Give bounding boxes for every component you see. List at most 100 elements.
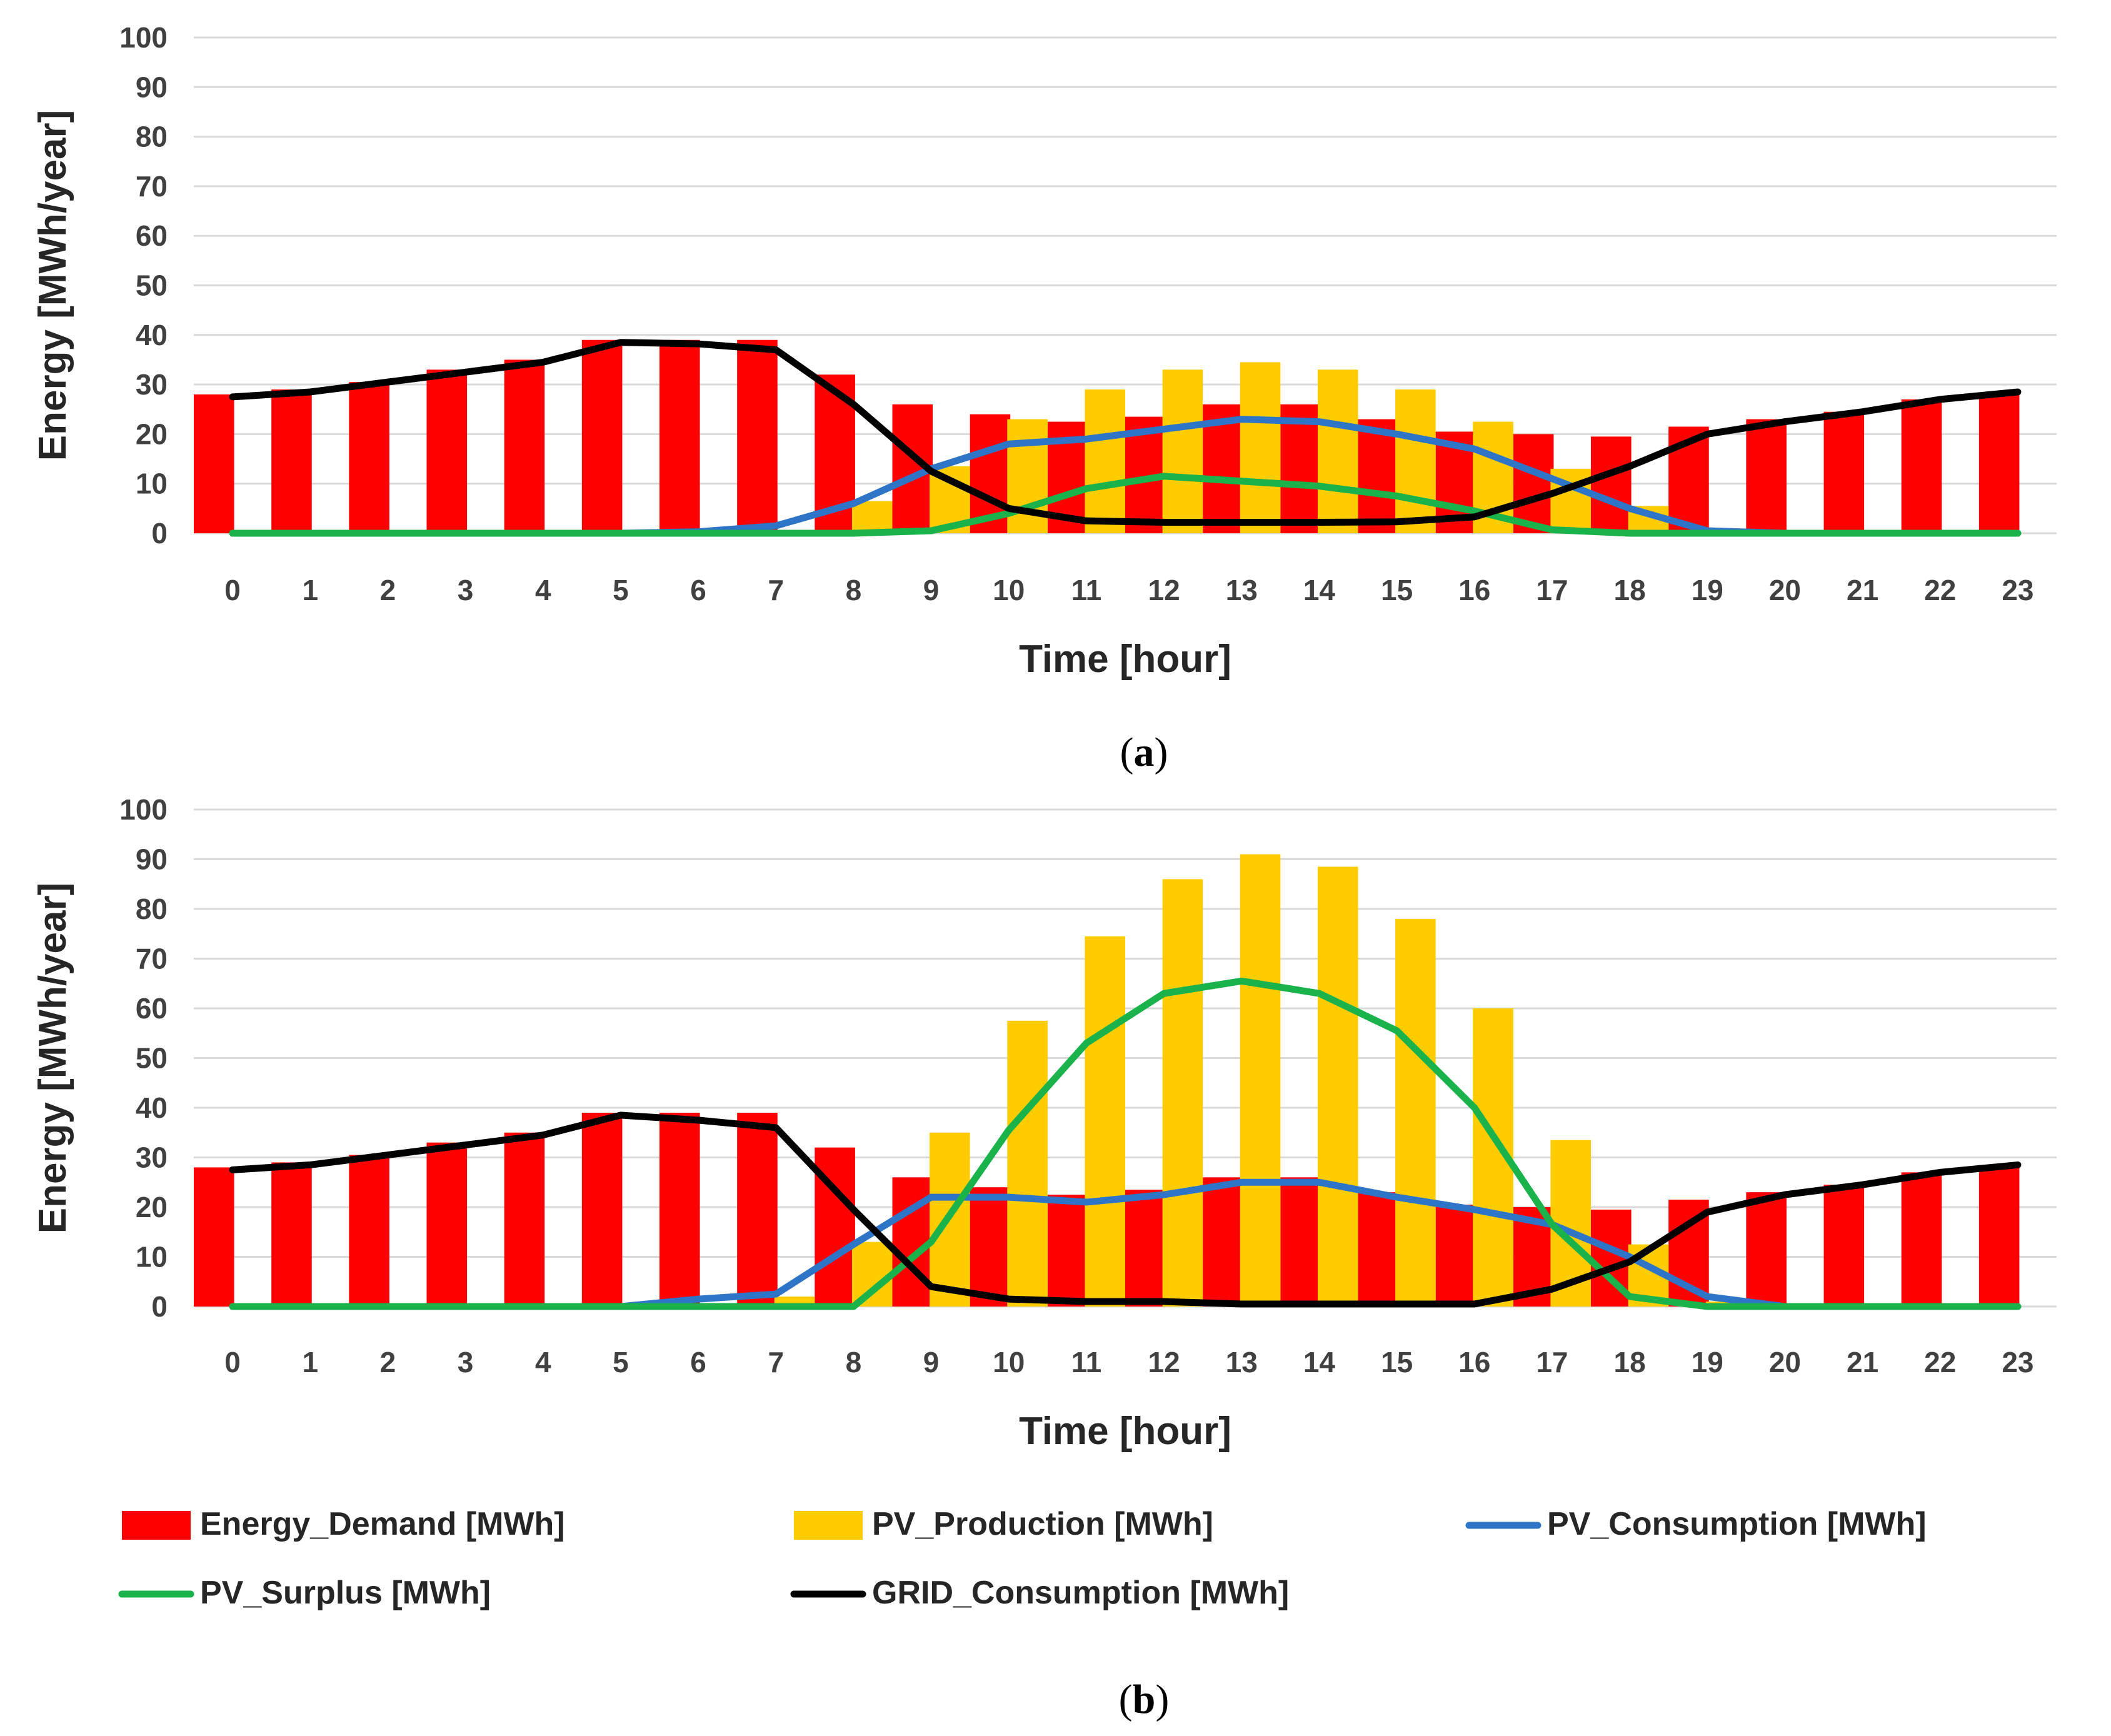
x-tick-label: 10 — [993, 574, 1025, 606]
demand-bar — [970, 1187, 1011, 1307]
y-tick-label: 20 — [136, 1191, 168, 1223]
surplus-line — [229, 977, 2022, 1310]
grid-line — [229, 1111, 2022, 1308]
production-bar — [1085, 389, 1125, 533]
y-tick-label: 10 — [136, 468, 168, 500]
x-tick-label: 7 — [768, 1346, 784, 1378]
legend-item-surplus: PV_Surplus [MWh] — [118, 1575, 491, 1611]
x-tick-label: 13 — [1226, 1346, 1258, 1378]
demand-bar — [1978, 394, 2020, 533]
demand-bar — [349, 1155, 389, 1307]
demand-bar — [504, 359, 545, 533]
demand-bar — [1280, 1177, 1321, 1307]
y-tick-label: 80 — [136, 121, 168, 153]
demand-bar — [737, 339, 778, 533]
production-bar — [1085, 936, 1125, 1307]
caption-letter: a — [1134, 730, 1155, 775]
x-tick-label: 9 — [923, 574, 940, 606]
legend-item-grid: GRID_Consumption [MWh] — [790, 1575, 1289, 1611]
production-bar — [851, 1242, 893, 1307]
caption-paren-open: ( — [1119, 1677, 1133, 1722]
x-tick-label: 3 — [458, 574, 474, 606]
x-tick-label: 12 — [1148, 574, 1180, 606]
y-tick-label: 50 — [136, 1042, 168, 1075]
x-tick-label: 8 — [846, 574, 862, 606]
demand-bar — [1901, 399, 1942, 533]
legend-swatch-demand — [122, 1511, 191, 1540]
x-tick-label: 11 — [1071, 574, 1102, 606]
y-tick-label: 30 — [136, 368, 168, 401]
demand-bar — [1746, 1192, 1787, 1307]
x-tick-label: 17 — [1536, 574, 1568, 606]
y-tick-label: 40 — [136, 1091, 168, 1124]
demand-bar — [1746, 419, 1787, 533]
x-tick-label: 19 — [1692, 574, 1723, 606]
panel-caption: (b) — [1119, 1677, 1170, 1722]
y-tick-label: 90 — [136, 843, 168, 876]
production-bar — [1395, 389, 1436, 533]
legend-item-demand: Energy_Demand [MWh] — [122, 1506, 565, 1542]
x-tick-label: 17 — [1536, 1346, 1568, 1378]
x-tick-label: 5 — [613, 1346, 629, 1378]
x-tick-label: 7 — [768, 574, 784, 606]
y-tick-label: 10 — [136, 1241, 168, 1273]
caption-paren-close: ) — [1155, 730, 1168, 775]
y-tick-label: 50 — [136, 269, 168, 302]
panel-caption: (a) — [1120, 730, 1168, 775]
x-tick-label: 12 — [1148, 1346, 1180, 1378]
x-tick-label: 20 — [1769, 1346, 1801, 1378]
demand-bar — [194, 394, 234, 533]
x-tick-label: 22 — [1924, 574, 1956, 606]
x-tick-label: 19 — [1692, 1346, 1723, 1378]
x-tick-label: 18 — [1613, 574, 1645, 606]
x-tick-label: 21 — [1847, 574, 1878, 606]
x-tick-label: 1 — [302, 574, 318, 606]
y-tick-label: 90 — [136, 71, 168, 103]
y-tick-label: 100 — [119, 793, 168, 826]
demand-bar — [426, 1142, 468, 1307]
legend-label: PV_Surplus [MWh] — [200, 1575, 491, 1611]
demand-bar — [1978, 1167, 2020, 1307]
y-axis-title: Energy [MWh/year] — [31, 883, 74, 1234]
x-tick-label: 16 — [1458, 1346, 1490, 1378]
x-tick-label: 4 — [535, 1346, 551, 1378]
y-tick-label: 100 — [119, 21, 168, 54]
demand-bar — [1203, 1177, 1243, 1307]
demand-bar — [1435, 1205, 1477, 1307]
x-tick-label: 15 — [1381, 1346, 1413, 1378]
surplus-line — [229, 473, 2022, 537]
x-axis-title: Time [hour] — [1019, 638, 1231, 681]
demand-bar — [659, 339, 700, 533]
x-tick-label: 23 — [2002, 1346, 2033, 1378]
demand-bar — [1047, 1195, 1088, 1307]
legend-label: PV_Consumption [MWh] — [1547, 1506, 1927, 1542]
demand-bar — [1358, 419, 1399, 533]
demand-bar — [737, 1112, 778, 1307]
demand-bar — [1125, 1190, 1166, 1307]
grid-line — [229, 339, 2022, 526]
demand-bar — [349, 382, 389, 533]
production-bar — [1240, 854, 1281, 1307]
x-tick-label: 10 — [993, 1346, 1025, 1378]
legend-item-pv_consumption: PV_Consumption [MWh] — [1465, 1506, 1927, 1542]
y-tick-label: 30 — [136, 1141, 168, 1174]
demand-bar — [1358, 1192, 1399, 1307]
y-tick-label: 60 — [136, 219, 168, 252]
x-tick-label: 8 — [846, 1346, 862, 1378]
demand-bar — [1901, 1172, 1942, 1307]
caption-letter: b — [1133, 1677, 1156, 1722]
x-tick-label: 13 — [1226, 574, 1258, 606]
production-bar — [1162, 879, 1203, 1307]
legend-label: GRID_Consumption [MWh] — [872, 1575, 1289, 1611]
x-tick-label: 9 — [923, 1346, 940, 1378]
production-bar — [1317, 866, 1358, 1307]
production-bar — [1240, 362, 1281, 533]
demand-bar — [1823, 1185, 1865, 1307]
y-tick-label: 40 — [136, 319, 168, 351]
x-tick-label: 0 — [224, 574, 241, 606]
y-tick-label: 70 — [136, 943, 168, 975]
legend-item-production: PV_Production [MWh] — [794, 1506, 1213, 1542]
x-tick-label: 0 — [224, 1346, 241, 1378]
